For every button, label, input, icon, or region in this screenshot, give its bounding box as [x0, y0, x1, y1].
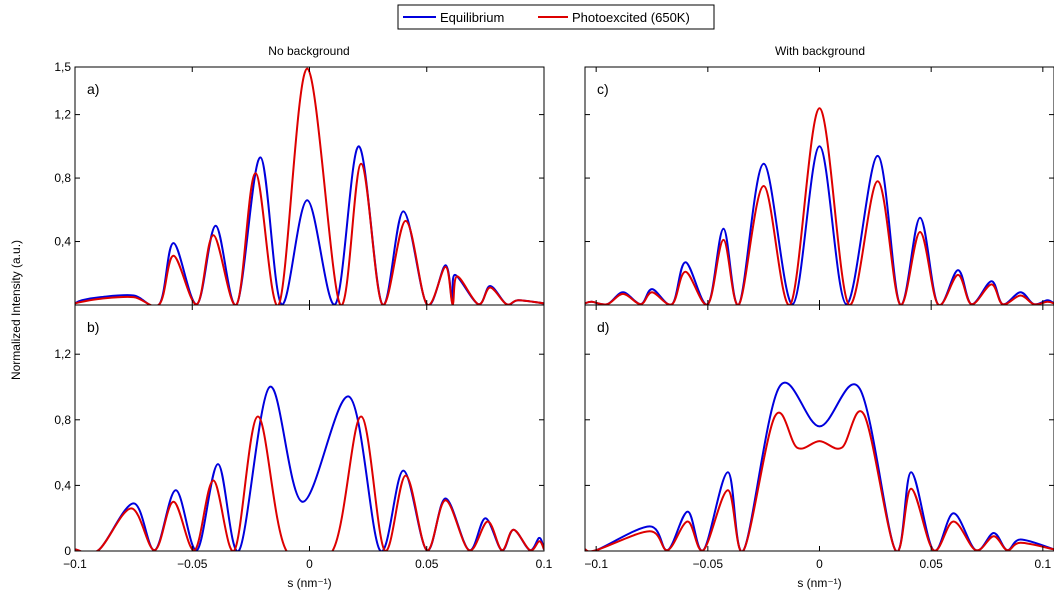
axes-frame: [584, 66, 1054, 306]
equilibrium-series-line: [585, 145, 1054, 305]
panel-label: c): [597, 81, 609, 97]
y-tick-label: 1,2: [54, 108, 71, 122]
panel-label: b): [87, 319, 99, 335]
y-tick-label: 0,4: [54, 235, 71, 249]
equilibrium-series-line: [75, 385, 544, 551]
equilibrium-series-line: [75, 145, 544, 305]
legend-equilibrium-label: Equilibrium: [440, 10, 504, 25]
x-tick-label: 0: [816, 557, 823, 571]
column-title-right: With background: [775, 44, 865, 58]
x-axis-label: s (nm⁻¹): [287, 576, 331, 590]
x-tick-label: 0.05: [415, 557, 439, 571]
x-tick-label: −0.05: [177, 557, 208, 571]
y-axis-label: Normalized Intensity (a.u.): [9, 240, 23, 380]
panel-a: 0,4 0,8 1,2 1,5 a): [54, 60, 545, 306]
legend: Equilibrium Photoexcited (650K): [397, 4, 715, 30]
legend-photoexcited-label: Photoexcited (650K): [572, 10, 690, 25]
photoexcited-series-line: [585, 410, 1054, 551]
photoexcited-series-line: [585, 107, 1054, 305]
panel-label: d): [597, 319, 609, 335]
x-tick-label: −0.1: [63, 557, 87, 571]
x-tick-label: 0.1: [536, 557, 553, 571]
equilibrium-series-line: [585, 382, 1054, 551]
x-tick-label: 0.1: [1034, 557, 1051, 571]
column-title-left: No background: [268, 44, 349, 58]
panel-c: c): [584, 66, 1054, 306]
y-tick-label: 0,8: [54, 171, 71, 185]
x-tick-label: 0: [306, 557, 313, 571]
x-tick-label: −0.05: [693, 557, 724, 571]
panel-label: a): [87, 81, 99, 97]
y-tick-label: 0,8: [54, 413, 71, 427]
axes-frame: [74, 304, 545, 552]
y-tick-label: 1,5: [54, 60, 71, 74]
panel-b: −0.1 −0.05 0 0.05 0.1 0 0,4 0,8 1,2 b) s (nm⁻¹): [54, 304, 553, 590]
panel-d: −0.1 −0.05 0 0.05 0.1 d) s (nm⁻¹): [584, 304, 1054, 590]
axes-frame: [74, 66, 545, 306]
x-tick-label: 0.05: [919, 557, 943, 571]
photoexcited-series-line: [75, 67, 544, 305]
y-tick-label: 0: [64, 544, 71, 558]
axes-frame: [584, 304, 1054, 552]
x-axis-label: s (nm⁻¹): [797, 576, 841, 590]
y-tick-label: 1,2: [54, 347, 71, 361]
photoexcited-series-line: [75, 415, 544, 551]
y-tick-label: 0,4: [54, 478, 71, 492]
x-tick-label: −0.1: [584, 557, 608, 571]
